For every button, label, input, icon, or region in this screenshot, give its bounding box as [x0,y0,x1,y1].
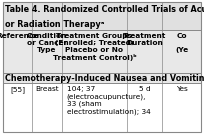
Text: Chemotherapy-Induced Nausea and Vomiting: Chemotherapy-Induced Nausea and Vomiting [5,74,204,83]
Bar [3,73,201,83]
Bar [3,30,201,73]
Text: Treatment
Duration: Treatment Duration [123,33,166,46]
Text: Reference: Reference [0,33,39,39]
Text: 104; 37
(electroacupuncture),
33 (sham
electrostimulation); 34: 104; 37 (electroacupuncture), 33 (sham e… [67,86,150,115]
Bar [3,83,201,132]
Bar [3,2,201,30]
Text: 5 d: 5 d [139,86,151,92]
Text: Co

(Ye: Co (Ye [175,33,188,53]
Text: Breast: Breast [35,86,59,92]
Text: or Radiation Therapyᵃ: or Radiation Therapyᵃ [5,20,104,29]
Text: Treatment Groups
(Enrolled; Treated;
Placebo or No
Treatment Control)ᵇ: Treatment Groups (Enrolled; Treated; Pla… [52,33,136,61]
Text: Condition
or Cancer
Type: Condition or Cancer Type [27,33,67,53]
Text: Yes: Yes [176,86,187,92]
Text: [55]: [55] [10,86,25,93]
Text: Table 4. Randomized Controlled Trials of Acupuncture for N·: Table 4. Randomized Controlled Trials of… [5,5,204,14]
